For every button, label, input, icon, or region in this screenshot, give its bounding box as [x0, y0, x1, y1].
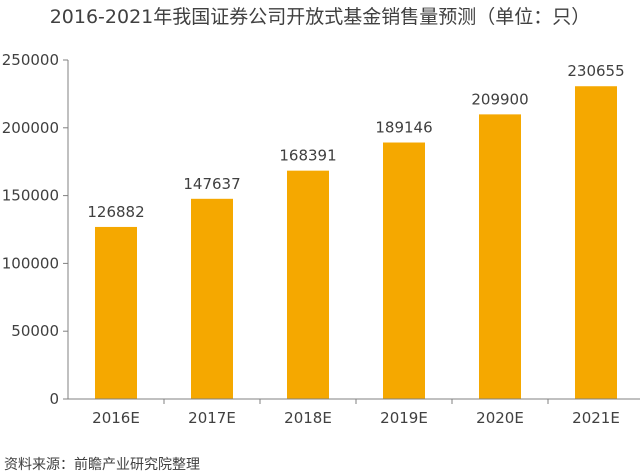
bar-2019E — [383, 142, 425, 400]
bar-chart: 0 50000 100000 150000 200000 250000 126882 147… — [2, 51, 640, 427]
data-labels: 126882 147637 168391 189146 209900 230655 — [87, 62, 624, 221]
source-note: 资料来源：前瞻产业研究院整理 — [4, 457, 200, 473]
x-tick-label-2016E: 2016E — [92, 409, 140, 427]
x-tick-label-2021E: 2021E — [572, 409, 620, 427]
y-axis: 0 50000 100000 150000 200000 250000 — [2, 51, 69, 408]
x-tick-label-2017E: 2017E — [188, 409, 236, 427]
x-tick-label-2020E: 2020E — [476, 409, 524, 427]
y-tick-label: 200000 — [2, 119, 59, 137]
bar-2018E — [287, 170, 329, 399]
data-label-2016E: 126882 — [87, 203, 144, 221]
y-tick-label: 150000 — [2, 187, 59, 205]
x-axis: 2016E 2017E 2018E 2019E 2020E 2021E — [68, 398, 640, 427]
bars — [95, 86, 617, 400]
y-tick-label: 50000 — [11, 322, 59, 340]
chart-title: 2016-2021年我国证券公司开放式基金销售量预测（单位：只） — [49, 6, 591, 28]
bar-2020E — [479, 114, 521, 399]
y-tick-label: 250000 — [2, 51, 59, 69]
x-tick-label-2018E: 2018E — [284, 409, 332, 427]
bar-2021E — [575, 86, 617, 400]
data-label-2021E: 230655 — [567, 62, 624, 80]
data-label-2020E: 209900 — [471, 90, 528, 108]
data-label-2017E: 147637 — [183, 175, 240, 193]
y-tick-label: 100000 — [2, 254, 59, 272]
data-label-2018E: 168391 — [279, 147, 336, 165]
bar-2017E — [191, 198, 233, 399]
bar-2016E — [95, 226, 137, 399]
data-label-2019E: 189146 — [375, 119, 432, 137]
y-tick-label: 0 — [49, 390, 59, 408]
x-tick-label-2019E: 2019E — [380, 409, 428, 427]
